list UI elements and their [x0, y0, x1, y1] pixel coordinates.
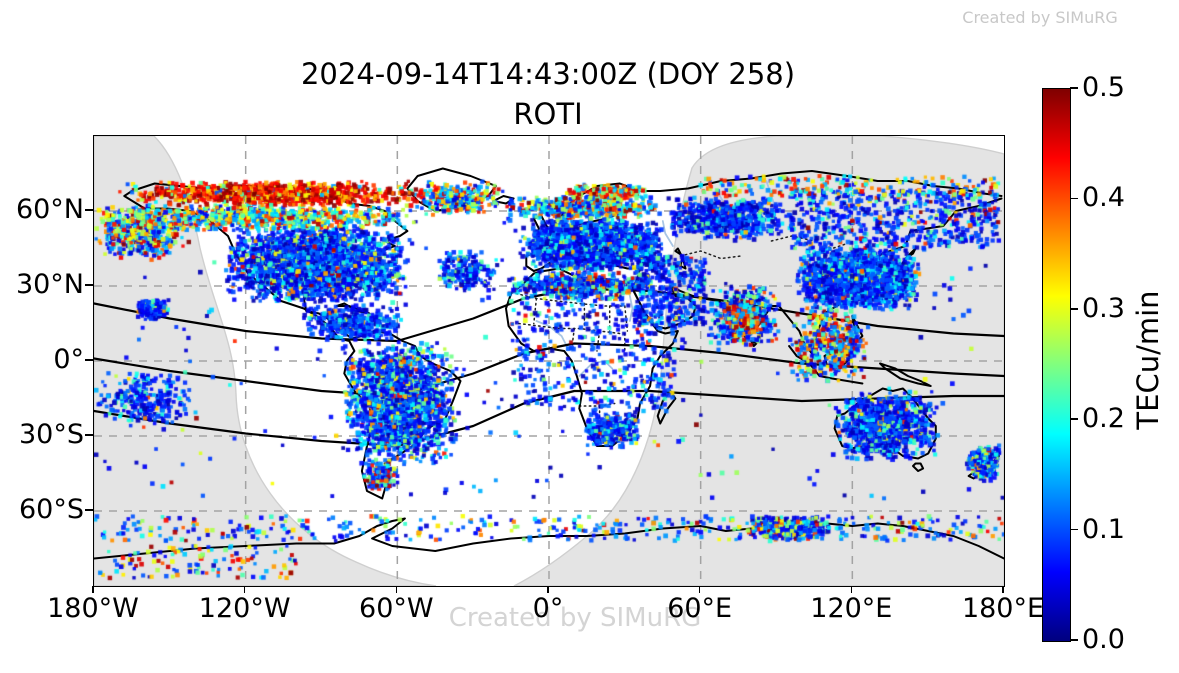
x-axis-tick: [1002, 586, 1004, 593]
watermark-bottom: Created by SIMuRG: [448, 603, 702, 633]
colorbar-tick: [1070, 308, 1078, 310]
colorbar: [1042, 88, 1071, 642]
colorbar-tick: [1070, 197, 1078, 200]
x-axis-tick-label: 60°W: [359, 593, 434, 624]
colorbar-tick-label: 0.4: [1082, 182, 1125, 214]
colorbar-tick: [1070, 418, 1078, 420]
x-axis-tick: [850, 586, 853, 593]
y-axis-tick-label: 0°: [53, 344, 84, 375]
roti-scatter-canvas: [94, 136, 1004, 586]
colorbar-tick: [1070, 639, 1078, 641]
y-axis-tick-label: 30°N: [15, 269, 84, 300]
colorbar-tick-label: 0.1: [1082, 513, 1125, 545]
x-axis-tick: [243, 586, 246, 593]
y-axis-tick: [85, 509, 93, 511]
y-axis-tick: [85, 284, 93, 286]
y-axis-tick-label: 60°N: [15, 194, 84, 225]
colorbar-tick-label: 0.0: [1082, 624, 1125, 655]
x-axis-tick: [92, 586, 94, 593]
y-axis-tick: [85, 359, 93, 361]
colorbar-tick: [1070, 528, 1078, 531]
x-axis-tick-label: 180°W: [47, 593, 139, 624]
y-axis-tick-label: 30°S: [19, 419, 84, 450]
colorbar-tick-label: 0.2: [1082, 403, 1125, 435]
x-axis-tick-label: 120°W: [198, 593, 291, 624]
colorbar-tick: [1070, 87, 1078, 89]
colorbar-tick-label: 0.5: [1082, 72, 1125, 103]
page-subtitle: ROTI: [513, 97, 583, 131]
world-map-plot: [93, 135, 1005, 587]
colorbar-tick-label: 0.3: [1082, 292, 1125, 324]
page-title: 2024-09-14T14:43:00Z (DOY 258): [300, 57, 796, 91]
x-axis-tick: [698, 586, 701, 593]
watermark-top: Created by SIMuRG: [962, 8, 1118, 27]
y-axis-tick-label: 60°S: [19, 494, 84, 525]
y-axis-tick: [85, 209, 93, 211]
x-axis-tick-label: 120°E: [810, 593, 893, 624]
y-axis-tick: [85, 434, 93, 436]
x-axis-tick-label: 180°E: [961, 593, 1045, 624]
x-axis-tick: [547, 586, 549, 593]
x-axis-tick: [395, 586, 398, 593]
x-axis-tick-label: 60°E: [667, 593, 733, 624]
x-axis-tick-label: 0°: [532, 593, 564, 624]
